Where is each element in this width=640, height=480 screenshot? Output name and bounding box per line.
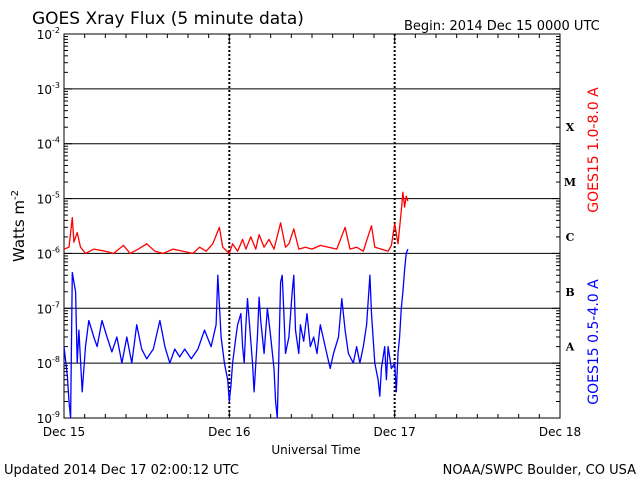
y-tick-base: 10 [37,357,52,371]
flare-class-c: C [566,231,575,244]
chart-title: GOES Xray Flux (5 minute data) [32,9,304,29]
updated-timestamp: Updated 2014 Dec 17 02:00:12 UTC [4,463,239,478]
y-tick-base: 10 [37,247,52,261]
grid-lines [64,88,560,364]
y-axis-ticks: 10-210-310-410-510-610-710-810-9 [37,26,560,426]
y-tick-base: 10 [37,193,52,207]
y-tick-exponent: -9 [52,410,60,419]
flare-class-x: X [566,121,575,134]
series-line-1 [63,248,409,419]
y-tick-label: 10-9 [37,410,60,426]
plot-frame [63,33,561,419]
x-tick-label: Dec 16 [208,425,250,439]
y-tick-exponent: -7 [52,300,60,309]
y-tick-exponent: -2 [52,26,60,35]
x-tick-label: Dec 15 [43,425,85,439]
y-tick-exponent: -5 [52,191,60,200]
x-tick-label: Dec 18 [539,425,581,439]
series-line-0 [63,191,409,255]
y-tick-label: 10-6 [37,245,60,261]
y-tick-exponent: -6 [52,245,60,254]
y-tick-base: 10 [37,28,52,42]
y-tick-label: 10-7 [37,300,60,316]
y-tick-label: 10-3 [37,81,60,97]
x-axis-ticks: Dec 15 Dec 16 Dec 17 Dec 18 [43,34,581,439]
flare-class-labels: X M C B A [564,121,576,353]
flare-class-a: A [565,341,575,354]
y-tick-base: 10 [37,138,52,152]
flare-class-m: M [564,176,576,189]
y-tick-label: 10-2 [37,26,60,42]
legend-series-short: GOES15 0.5-4.0 A [586,279,602,405]
y-axis-label-base: Watts m [10,200,28,262]
begin-time-label: Begin: 2014 Dec 15 0000 UTC [404,19,600,34]
y-tick-exponent: -3 [52,81,60,90]
y-tick-label: 10-4 [37,136,60,152]
y-axis-label: Watts m-2 [10,190,28,262]
y-tick-base: 10 [37,302,52,316]
x-tick-label: Dec 17 [374,425,416,439]
x-axis-label: Universal Time [271,443,360,457]
day-dividers [228,34,396,418]
y-tick-base: 10 [37,412,52,426]
y-axis-label-exponent: -2 [10,190,21,200]
y-tick-base: 10 [37,83,52,97]
series-lines [63,191,409,419]
y-tick-exponent: -4 [52,136,60,145]
credit-label: NOAA/SWPC Boulder, CO USA [443,463,636,478]
legend-series-long: GOES15 1.0-8.0 A [586,87,602,213]
flare-class-b: B [565,286,574,299]
y-tick-label: 10-8 [37,355,60,371]
y-tick-label: 10-5 [37,191,60,207]
y-tick-exponent: -8 [52,355,60,364]
